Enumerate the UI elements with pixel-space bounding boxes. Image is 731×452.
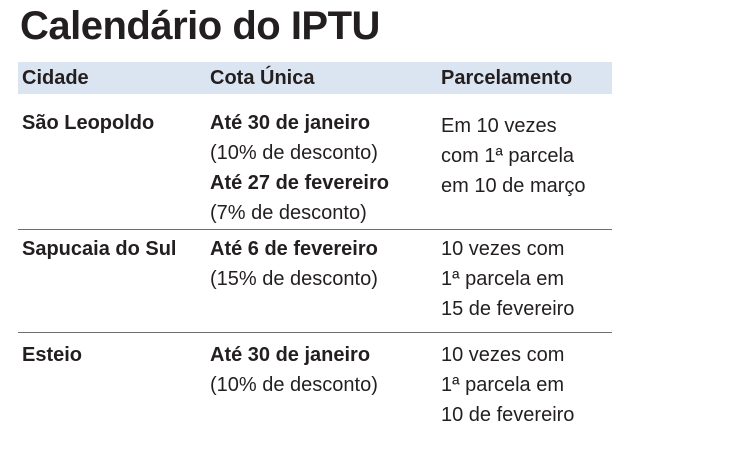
row-separator [18, 229, 612, 230]
row-separator [18, 332, 612, 333]
header-band [18, 62, 612, 94]
parcelamento-line: 10 de fevereiro [441, 404, 575, 426]
parcelamento-line: 15 de fevereiro [441, 298, 575, 320]
parcelamento-cell: Em 10 vezes com 1ª parcela em 10 de março [441, 111, 586, 201]
cota-cell: Até 30 de janeiro (10% de desconto) [210, 340, 378, 400]
parcelamento-line: Em 10 vezes [441, 115, 557, 137]
parcelamento-cell: 10 vezes com 1ª parcela em 15 de fevereiro [441, 234, 574, 324]
parcelamento-line: em 10 de março [441, 175, 586, 197]
cota-date: Até 6 de fevereiro [210, 238, 378, 260]
parcelamento-line: 1ª parcela em [441, 374, 565, 396]
cota-discount: (10% de desconto) [210, 374, 378, 396]
cota-date: Até 27 de fevereiro [210, 172, 389, 194]
header-cell: Cota Única [210, 67, 315, 89]
city-cell: Sapucaia do Sul [22, 234, 176, 264]
city: São Leopoldo [22, 112, 155, 134]
cota-discount: (15% de desconto) [210, 268, 378, 290]
parcelamento-line: 1ª parcela em [441, 268, 565, 290]
parcelamento-line: com 1ª parcela [441, 145, 575, 167]
cota-cell: Até 30 de janeiro (10% de desconto) Até 27… [210, 108, 389, 228]
cota-discount: (10% de desconto) [210, 142, 378, 164]
header-cell: Cidade [22, 67, 89, 89]
cota-date: Até 30 de janeiro [210, 344, 371, 366]
city-cell: São Leopoldo [22, 108, 154, 138]
city: Sapucaia do Sul [22, 238, 177, 260]
title: Calendário do IPTU [20, 4, 380, 48]
city: Esteio [22, 344, 83, 366]
parcelamento-cell: 10 vezes com 1ª parcela em 10 de fevereiro [441, 340, 574, 430]
parcelamento-line: 10 vezes com [441, 238, 565, 260]
cota-discount: (7% de desconto) [210, 202, 367, 224]
city-cell: Esteio [22, 340, 82, 370]
cota-cell: Até 6 de fevereiro (15% de desconto) [210, 234, 378, 294]
cota-date: Até 30 de janeiro [210, 112, 371, 134]
parcelamento-line: 10 vezes com [441, 344, 565, 366]
header-cell: Parcelamento [441, 67, 573, 89]
